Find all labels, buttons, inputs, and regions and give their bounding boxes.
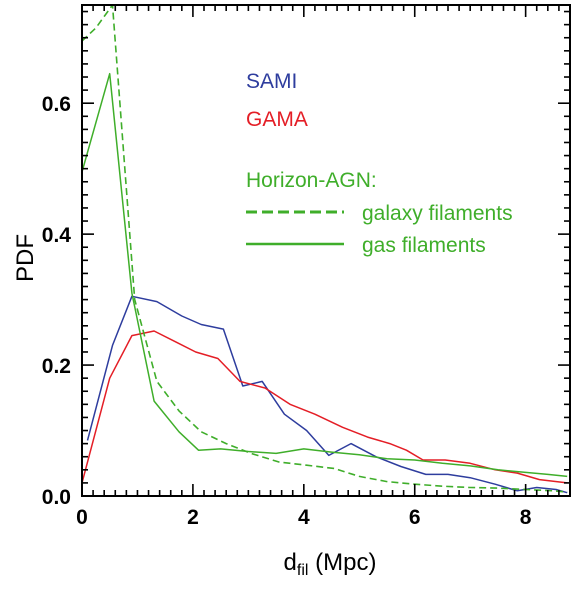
x-axis-label-main: d	[284, 549, 297, 576]
ticks-layer	[81, 5, 571, 497]
series-line-galaxy-filaments	[82, 5, 568, 493]
y-axis-label: PDF	[12, 234, 39, 282]
x-tick-label: 8	[520, 506, 532, 529]
series-line-sami	[86, 295, 568, 494]
plot-frame	[81, 4, 571, 497]
y-tick-label: 0.0	[42, 486, 71, 509]
y-tick-label: 0.6	[42, 93, 71, 116]
series-line-gas-filaments	[82, 72, 568, 478]
tick-labels-layer: 0 2 4 6 8 0.0 0.2 0.4 0.6	[42, 93, 532, 529]
y-tick-label: 0.4	[42, 224, 72, 247]
x-axis-label-unit: (Mpc)	[308, 549, 376, 576]
x-tick-label: 4	[298, 506, 310, 529]
x-axis-label: dfil (Mpc)	[284, 549, 377, 579]
legend-sami: SAMI	[246, 70, 297, 93]
x-tick-label: 2	[187, 506, 199, 529]
series-line-gama	[82, 330, 568, 484]
y-tick-label: 0.2	[42, 355, 71, 378]
series-layer	[82, 5, 568, 494]
x-tick-label: 6	[409, 506, 421, 529]
legend-galaxy-filaments: galaxy filaments	[362, 202, 513, 225]
x-axis-label-subscript: fil	[297, 562, 309, 579]
legend: SAMI GAMA Horizon-AGN: galaxy filaments …	[246, 70, 513, 257]
legend-gas-filaments: gas filaments	[362, 234, 486, 257]
legend-horizon-agn: Horizon-AGN:	[246, 169, 377, 192]
legend-gama: GAMA	[246, 108, 308, 131]
x-tick-label: 0	[76, 506, 88, 529]
